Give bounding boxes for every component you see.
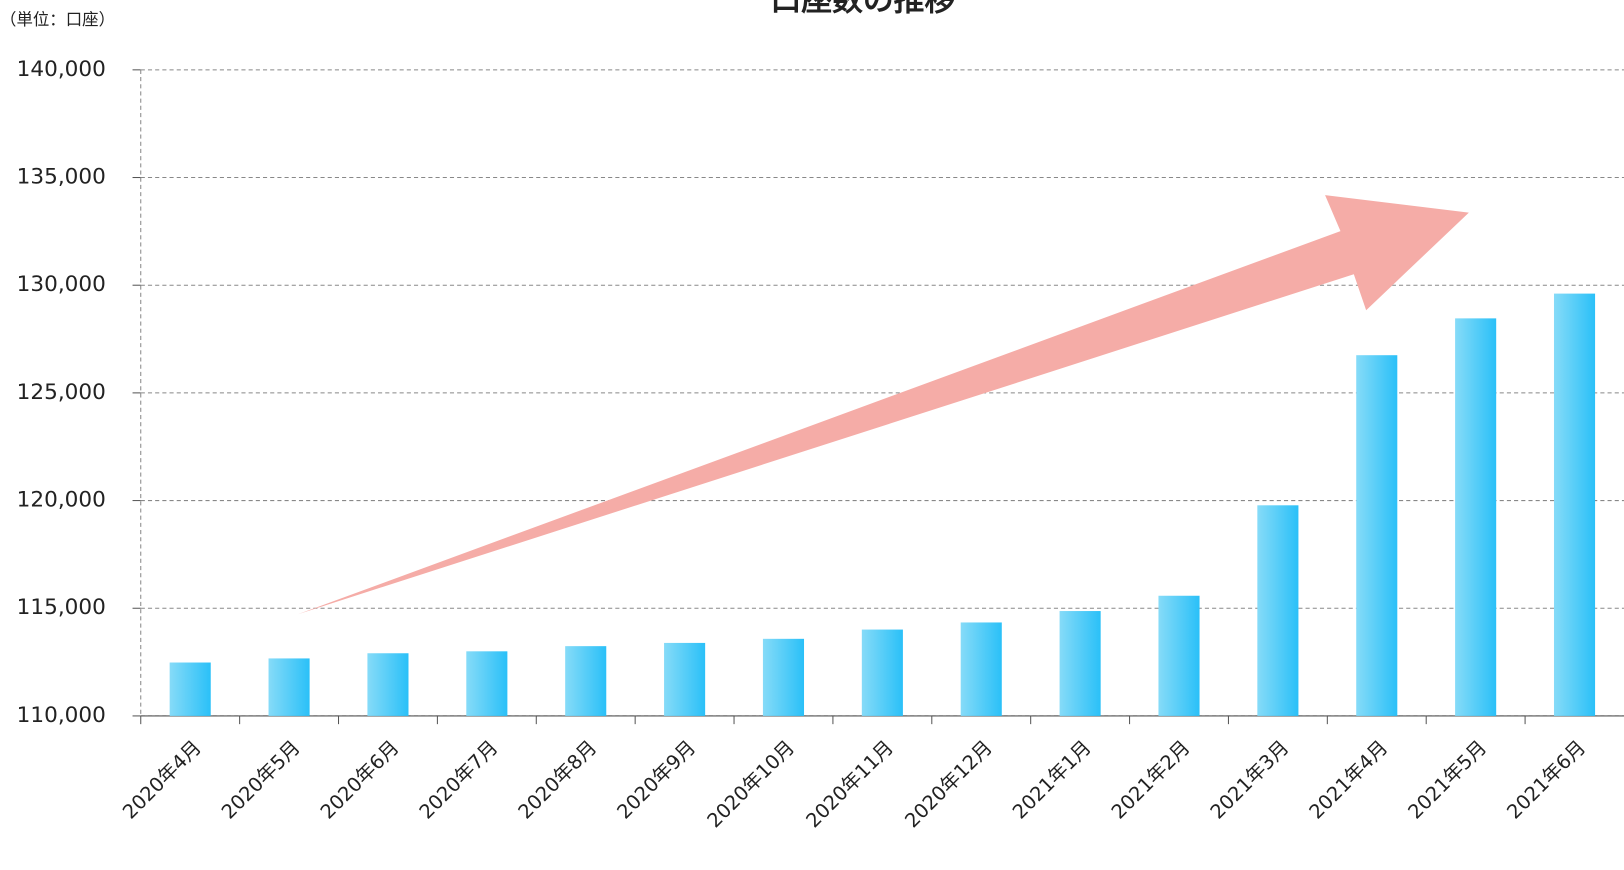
x-tick-label: 2020年4月 [118, 736, 206, 824]
y-tick-label: 125,000 [17, 380, 106, 405]
y-tick-label: 135,000 [17, 165, 106, 190]
bar [1257, 505, 1299, 716]
bar [565, 646, 607, 716]
y-tick-label: 115,000 [17, 595, 106, 620]
bar [268, 658, 310, 716]
x-tick-label: 2020年10月 [703, 736, 799, 832]
x-tick-label: 2020年9月 [613, 736, 701, 824]
bar [1059, 611, 1101, 716]
unit-label: （単位：口座） [0, 10, 115, 29]
x-tick-label: 2021年1月 [1008, 736, 1096, 824]
trend-arrow [297, 195, 1469, 615]
x-tick-label: 2021年5月 [1404, 736, 1492, 824]
bar [664, 642, 706, 716]
bar [1553, 293, 1596, 716]
bar [1455, 318, 1497, 716]
chart-title: 口座数の推移 [770, 0, 955, 19]
x-tick-label: 2020年5月 [217, 736, 305, 824]
bar [960, 622, 1002, 716]
bar [762, 638, 805, 716]
y-tick-label: 130,000 [17, 272, 106, 297]
y-tick-label: 140,000 [17, 57, 106, 82]
x-tick-label: 2021年6月 [1502, 736, 1590, 824]
x-tick-label: 2020年7月 [415, 736, 503, 824]
x-tick-label: 2021年4月 [1305, 736, 1393, 824]
x-tick-label: 2021年3月 [1206, 736, 1294, 824]
bar [1356, 355, 1398, 716]
bar [861, 629, 903, 716]
bar [1158, 595, 1200, 716]
bar [169, 662, 211, 716]
y-tick-label: 110,000 [17, 703, 106, 728]
bar [466, 651, 508, 716]
x-tick-label: 2020年12月 [900, 736, 996, 832]
x-tick-label: 2020年11月 [802, 736, 898, 832]
bar [367, 653, 409, 716]
x-tick-label: 2021年2月 [1107, 736, 1195, 824]
x-tick-label: 2020年6月 [316, 736, 404, 824]
y-tick-label: 120,000 [17, 488, 106, 513]
x-tick-label: 2020年8月 [514, 736, 602, 824]
